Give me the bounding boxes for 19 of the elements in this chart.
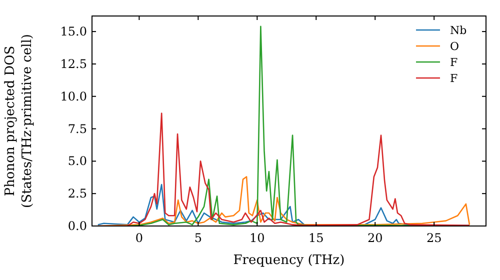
x-tick-label: 25 [426, 231, 442, 245]
y-tick-label: 12.5 [60, 56, 87, 71]
y-tick-label: 10.0 [60, 89, 87, 104]
legend-label: O [450, 40, 460, 53]
x-tick-label: 0 [135, 231, 144, 245]
y-tick-label: 0.0 [68, 219, 87, 233]
y-tick-label: 5.0 [68, 154, 87, 168]
legend-label: F [450, 72, 458, 85]
y-tick-label: 15.0 [60, 24, 87, 39]
y-tick-label: 2.5 [68, 186, 87, 201]
legend-label: F [450, 56, 458, 69]
x-tick-label: 5 [194, 231, 202, 245]
y-axis-title: Phonon projected DOS (States/THz·primitive cell) [3, 34, 35, 208]
x-tick-label: 10 [250, 231, 265, 245]
y-tick-label: 7.5 [68, 122, 87, 136]
x-tick-label: 20 [367, 231, 383, 245]
x-tick-label: 15 [308, 231, 324, 245]
legend-label: Nb [450, 24, 467, 37]
x-axis-title: Frequency (THz) [233, 253, 345, 268]
